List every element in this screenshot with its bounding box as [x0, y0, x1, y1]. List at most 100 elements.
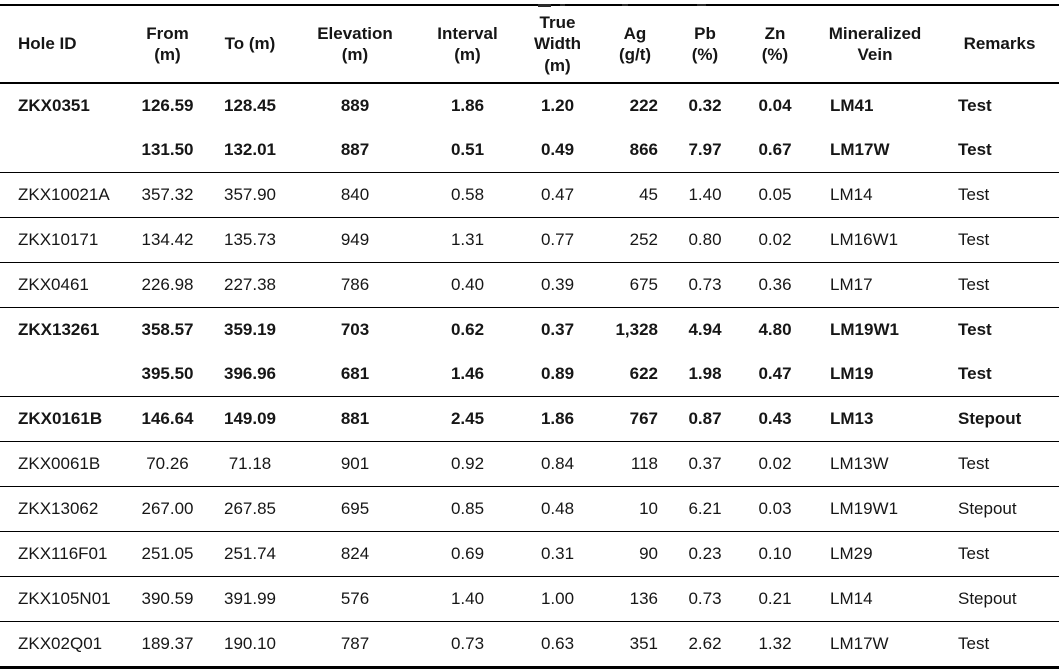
cell-ag: 10: [639, 499, 658, 518]
cell-remarks: Test: [958, 320, 992, 339]
cell-pb: 4.94: [688, 320, 722, 339]
cell-elevation: 887: [340, 140, 370, 159]
table-row: ZKX0461 226.98 227.38 786 0.40 0.39 675 …: [0, 263, 1059, 308]
table-row: ZKX0061B 70.26 71.18 901 0.92 0.84 118 0…: [0, 442, 1059, 487]
cell-to: 71.18: [228, 454, 272, 473]
cell-interval: 0.92: [450, 454, 485, 473]
cell-hole-id: [0, 128, 125, 173]
cell-vein: LM17: [830, 275, 873, 294]
table-row: ZKX02Q01 189.37 190.10 787 0.73 0.63 351…: [0, 622, 1059, 668]
cell-from: 131.50: [141, 140, 194, 159]
cell-elevation: 949: [340, 230, 370, 249]
cell-pb: 1.40: [688, 185, 722, 204]
cell-ag: 622: [629, 364, 658, 383]
table-row: 395.50 396.96 681 1.46 0.89 622 1.98 0.4…: [0, 352, 1059, 397]
cell-true-width: 1.00: [540, 589, 575, 608]
drill-results-table: Hole ID From (m) To (m) Elevation (m) In…: [0, 4, 1059, 669]
cell-remarks: Test: [958, 96, 992, 115]
cell-interval: 1.31: [450, 230, 485, 249]
column-header-remarks: Remarks: [963, 34, 1036, 54]
cell-ag: 252: [629, 230, 658, 249]
cell-zn: 0.10: [758, 544, 792, 563]
cell-interval: 0.51: [450, 140, 485, 159]
cell-hole-id: ZKX0161B: [18, 409, 103, 428]
cell-pb: 7.97: [688, 140, 722, 159]
table-row: ZKX116F01 251.05 251.74 824 0.69 0.31 90…: [0, 532, 1059, 577]
cell-elevation: 576: [340, 589, 370, 608]
cell-interval: 0.69: [450, 544, 485, 563]
cell-pb: 2.62: [688, 634, 722, 653]
cell-from: 226.98: [141, 275, 194, 294]
table-row: 131.50 132.01 887 0.51 0.49 866 7.97 0.6…: [0, 128, 1059, 173]
column-header-pb: Pb (%): [691, 23, 719, 64]
cell-pb: 0.23: [688, 544, 722, 563]
cell-from: 395.50: [141, 364, 194, 383]
cell-pb: 0.87: [688, 409, 722, 428]
cell-interval: 0.73: [450, 634, 485, 653]
cell-interval: 0.40: [450, 275, 485, 294]
cell-pb: 0.37: [688, 454, 722, 473]
cell-hole-id: [0, 352, 125, 397]
cell-true-width: 0.47: [540, 185, 575, 204]
cell-elevation: 881: [340, 409, 370, 428]
cropped-text-remnant: [697, 4, 706, 6]
cell-vein: LM19W1: [830, 320, 899, 339]
cell-zn: 0.04: [758, 96, 792, 115]
cell-true-width: 0.77: [540, 230, 575, 249]
cell-zn: 0.21: [758, 589, 792, 608]
cell-from: 358.57: [141, 320, 194, 339]
cell-from: 251.05: [141, 544, 194, 563]
cell-zn: 0.02: [758, 454, 792, 473]
cell-ag: 118: [630, 454, 658, 473]
column-header-ag: Ag (g/t): [618, 23, 652, 64]
cell-hole-id: ZKX0461: [18, 275, 89, 294]
header-row: Hole ID From (m) To (m) Elevation (m) In…: [0, 5, 1059, 83]
cell-ag: 351: [629, 634, 658, 653]
cell-pb: 0.32: [688, 96, 722, 115]
cell-to: 251.74: [224, 544, 276, 563]
cell-from: 134.42: [141, 230, 194, 249]
column-header-from: From (m): [146, 23, 189, 64]
cell-true-width: 0.37: [540, 320, 575, 339]
cell-true-width: 0.49: [540, 140, 575, 159]
cell-true-width: 0.63: [540, 634, 575, 653]
cell-ag: 675: [629, 275, 658, 294]
cell-elevation: 901: [340, 454, 370, 473]
cell-hole-id: ZKX10171: [18, 230, 99, 249]
cell-to: 135.73: [224, 230, 276, 249]
cell-interval: 2.45: [450, 409, 485, 428]
cell-true-width: 0.39: [540, 275, 575, 294]
cell-zn: 0.03: [758, 499, 792, 518]
cell-to: 149.09: [224, 409, 276, 428]
cell-vein: LM29: [830, 544, 873, 563]
cell-vein: LM13W: [830, 454, 889, 473]
cell-from: 390.59: [141, 589, 194, 608]
cell-true-width: 0.48: [540, 499, 575, 518]
table-row: ZKX13261 358.57 359.19 703 0.62 0.37 1,3…: [0, 308, 1059, 353]
cell-ag: 767: [629, 409, 658, 428]
cell-pb: 0.73: [688, 589, 722, 608]
cell-zn: 1.32: [758, 634, 792, 653]
cell-true-width: 1.86: [540, 409, 575, 428]
cell-from: 126.59: [141, 96, 194, 115]
cell-ag: 1,328: [615, 320, 658, 339]
cell-pb: 6.21: [688, 499, 722, 518]
cell-pb: 0.80: [688, 230, 722, 249]
cell-to: 267.85: [224, 499, 276, 518]
cell-hole-id: ZKX0061B: [18, 454, 101, 473]
cell-hole-id: ZKX116F01: [18, 544, 108, 563]
cell-remarks: Test: [958, 364, 992, 383]
cell-vein: LM17W: [830, 140, 890, 159]
cell-pb: 1.98: [688, 364, 722, 383]
table-row: ZKX13062 267.00 267.85 695 0.85 0.48 10 …: [0, 487, 1059, 532]
cell-from: 357.32: [141, 185, 194, 204]
cell-to: 132.01: [224, 140, 276, 159]
cell-interval: 1.46: [450, 364, 485, 383]
cell-zn: 0.43: [758, 409, 792, 428]
cell-remarks: Test: [958, 230, 990, 249]
cell-to: 396.96: [224, 364, 276, 383]
cell-remarks: Test: [958, 634, 990, 653]
cell-hole-id: ZKX13062: [18, 499, 99, 518]
table-row: ZKX10171 134.42 135.73 949 1.31 0.77 252…: [0, 218, 1059, 263]
document-page: Hole ID From (m) To (m) Elevation (m) In…: [0, 4, 1059, 670]
